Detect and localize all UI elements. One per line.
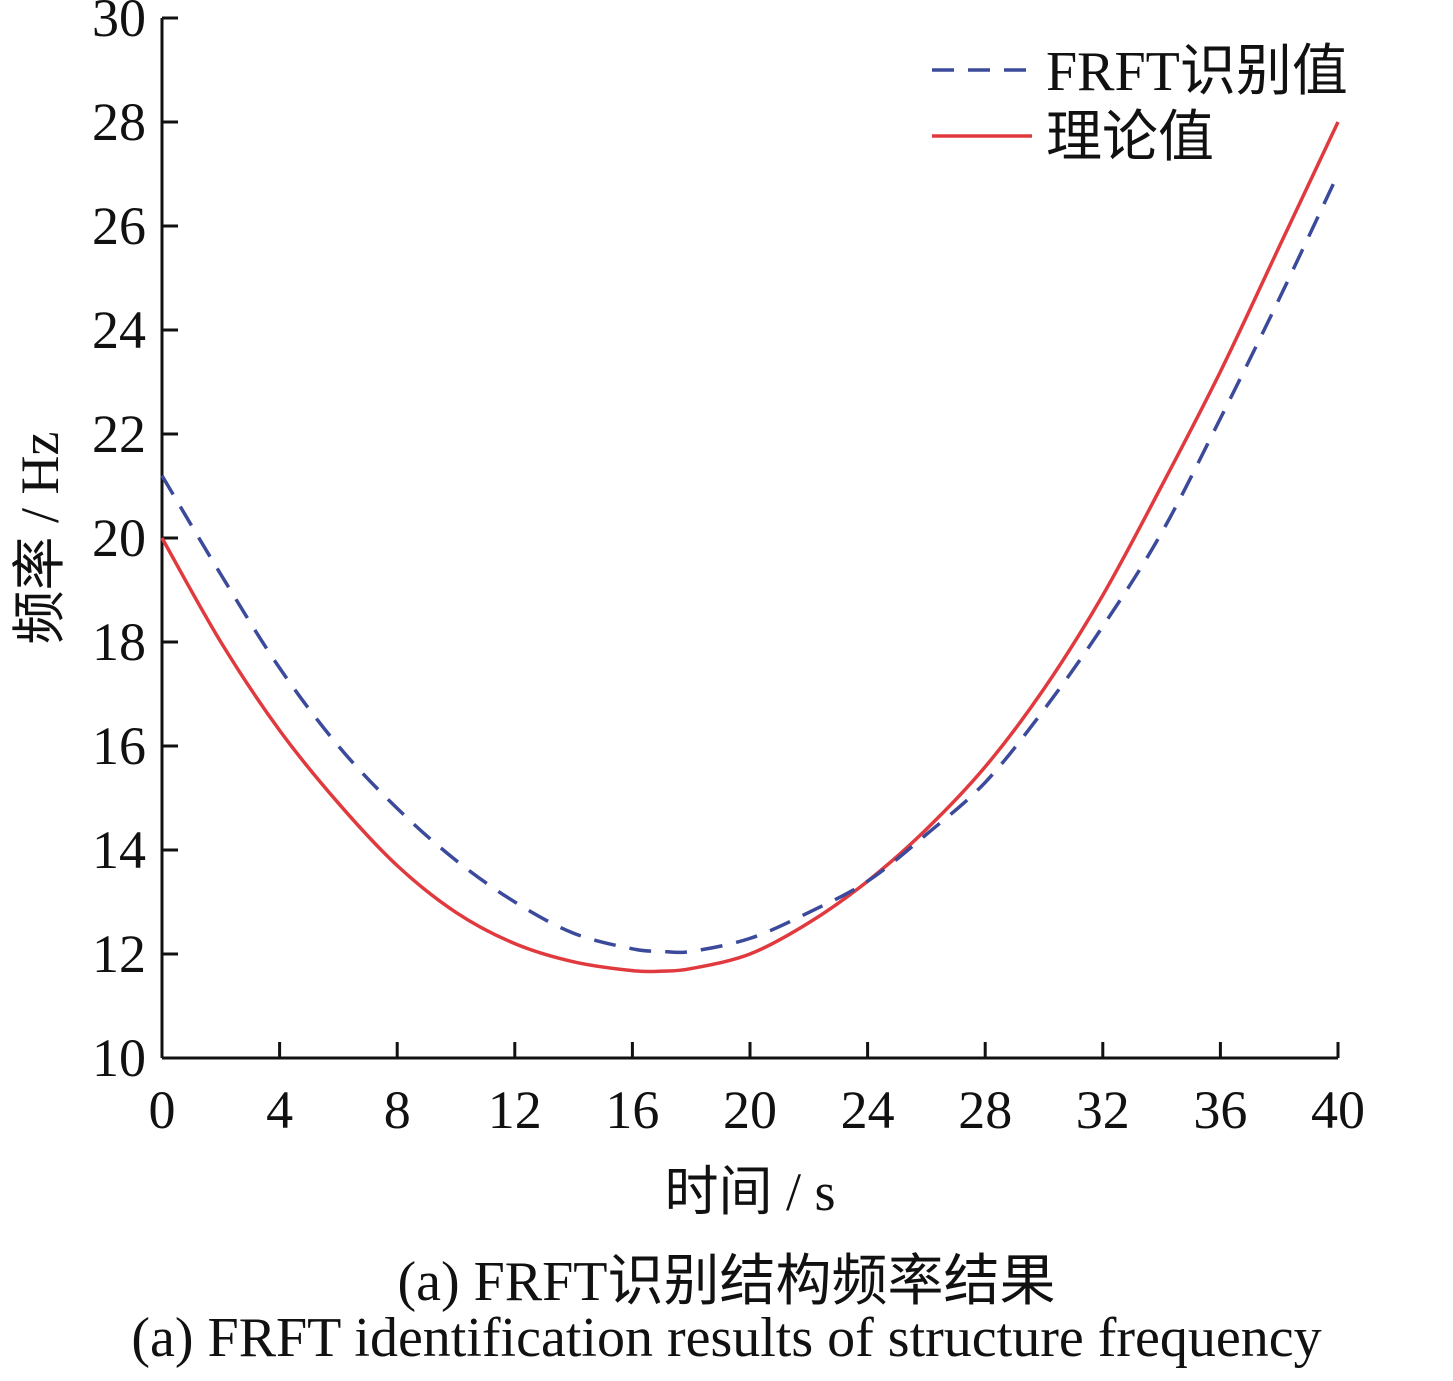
- x-tick-label: 20: [723, 1080, 777, 1140]
- series-layer: [160, 121, 1340, 974]
- legend-item-frft: FRFT识别值: [932, 41, 1348, 103]
- y-axis-ticks: 10 12 14 16 18 20 22 24 26 28 30: [92, 0, 178, 1088]
- y-axis-label: 频率 / Hz: [10, 432, 70, 645]
- x-tick-label: 12: [488, 1080, 542, 1140]
- y-tick-label: 12: [92, 924, 146, 984]
- x-tick-label: 40: [1311, 1080, 1365, 1140]
- x-tick-label: 24: [841, 1080, 895, 1140]
- x-tick-label: 36: [1193, 1080, 1247, 1140]
- legend-item-theory: 理论值: [932, 107, 1214, 169]
- y-tick-label: 30: [92, 0, 146, 48]
- x-tick-label: 8: [384, 1080, 411, 1140]
- y-tick-label: 22: [92, 404, 146, 464]
- x-tick-label: 32: [1076, 1080, 1130, 1140]
- y-tick-label: 26: [92, 196, 146, 256]
- y-tick-label: 14: [92, 820, 146, 880]
- figure-caption-english: (a) FRFT identification results of struc…: [131, 1307, 1322, 1369]
- y-tick-label: 18: [92, 612, 146, 672]
- legend-label: FRFT识别值: [1046, 41, 1348, 103]
- x-axis-label: 时间 / s: [664, 1162, 835, 1222]
- x-tick-label: 0: [149, 1080, 176, 1140]
- y-tick-label: 20: [92, 508, 146, 568]
- y-tick-label: 28: [92, 92, 146, 152]
- frft-identified-series-line: [160, 173, 1340, 955]
- line-chart: 0 4 8 12 16 20 24 28 32 36 40 10 12 14 16 18 20 22 24 26 28…: [10, 0, 1365, 1222]
- y-tick-label: 16: [92, 716, 146, 776]
- legend-label: 理论值: [1046, 107, 1214, 169]
- figure-caption-chinese: (a) FRFT识别结构频率结果: [397, 1251, 1056, 1313]
- y-tick-label: 10: [92, 1028, 146, 1088]
- theoretical-series-line: [160, 121, 1340, 974]
- x-tick-label: 16: [605, 1080, 659, 1140]
- x-tick-label: 4: [266, 1080, 293, 1140]
- y-tick-label: 24: [92, 300, 146, 360]
- x-tick-label: 28: [958, 1080, 1012, 1140]
- chart-axes: [160, 18, 1338, 1060]
- x-axis-ticks: 0 4 8 12 16 20 24 28 32 36 40: [149, 1042, 1365, 1140]
